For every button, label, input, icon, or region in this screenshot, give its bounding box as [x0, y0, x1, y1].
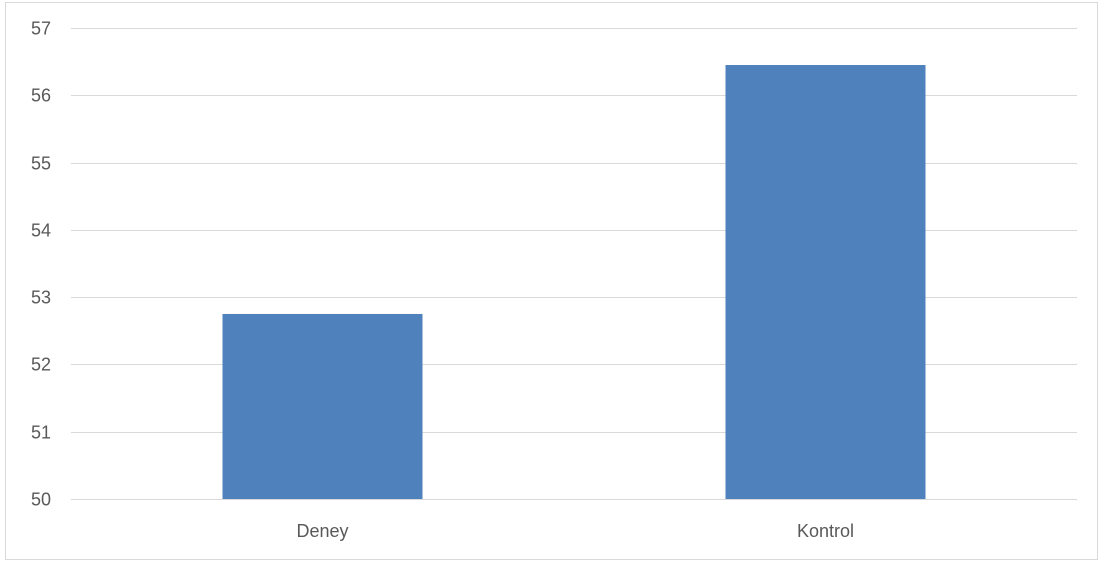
y-tick-label: 50 — [31, 490, 51, 510]
bars — [222, 65, 926, 499]
y-tick-label: 53 — [31, 288, 51, 308]
x-category-label: Deney — [296, 521, 348, 541]
y-tick-label: 54 — [31, 221, 51, 241]
x-category-label: Kontrol — [797, 521, 854, 541]
y-tick-label: 51 — [31, 423, 51, 443]
bar-kontrol — [725, 65, 926, 499]
y-tick-label: 52 — [31, 355, 51, 375]
y-tick-label: 57 — [31, 19, 51, 39]
y-tick-label: 56 — [31, 86, 51, 106]
gridlines — [71, 28, 1077, 500]
x-axis-category-labels: Deney Kontrol — [296, 521, 854, 541]
bar-deney — [222, 313, 423, 499]
y-tick-label: 55 — [31, 154, 51, 174]
y-axis-tick-labels: 50 51 52 53 54 55 56 57 — [31, 19, 51, 510]
